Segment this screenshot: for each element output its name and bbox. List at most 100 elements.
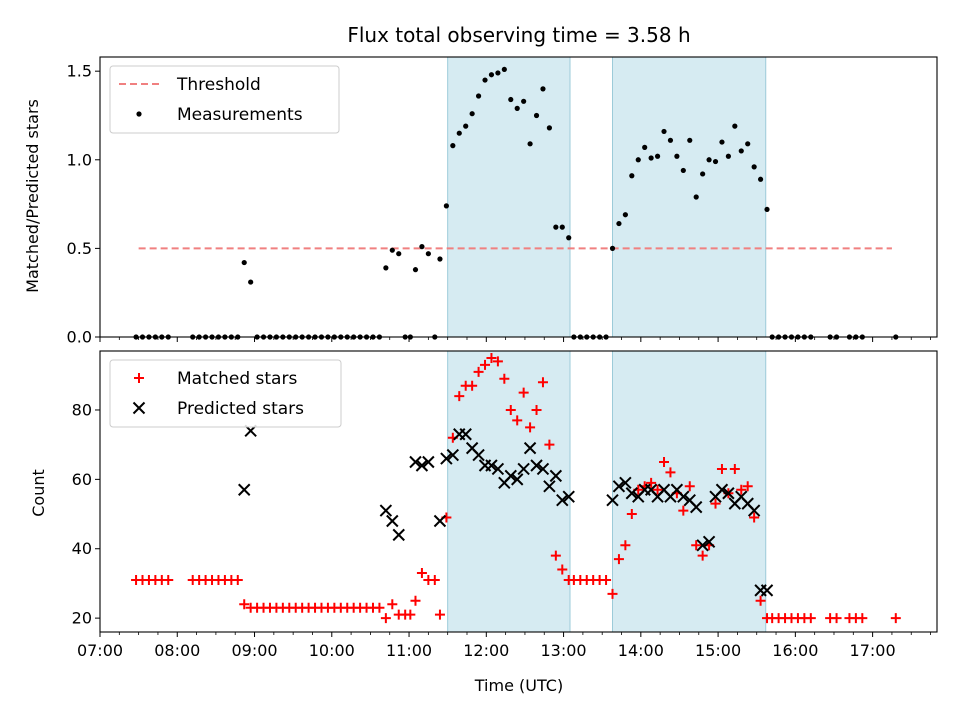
legend-label: Predicted stars (177, 399, 304, 419)
data-point (652, 484, 663, 495)
data-point (607, 588, 618, 599)
x-tick-label: 14:00 (618, 641, 664, 660)
data-point (443, 203, 449, 209)
x-tick-label: 13:00 (541, 641, 587, 660)
data-point (409, 455, 422, 469)
data-point (446, 448, 460, 462)
chart-title: Flux total observing time = 3.58 h (347, 23, 690, 47)
legend: Threshold Measurements (109, 65, 340, 134)
data-point (405, 609, 416, 620)
data-point (665, 467, 676, 478)
data-point (163, 574, 174, 585)
data-point (550, 550, 561, 561)
legend-label: Measurements (177, 105, 303, 125)
data-point (635, 157, 641, 163)
data-point (625, 487, 639, 500)
data-point (387, 599, 398, 610)
top-panel: 0.0 0.5 1.0 1.5 Threshold Measurements (67, 56, 938, 347)
data-point (620, 540, 631, 551)
data-point (488, 72, 495, 78)
data-point (619, 476, 632, 490)
y-tick-label: 1.0 (67, 150, 92, 169)
data-point (729, 463, 740, 474)
data-point (642, 144, 648, 150)
data-point (626, 509, 637, 520)
y-tick-label: 0.5 (67, 239, 92, 258)
data-point (745, 141, 751, 147)
data-point (486, 352, 497, 363)
y-tick-label: 1.5 (67, 62, 92, 81)
data-point (433, 514, 447, 528)
data-point (738, 148, 744, 154)
data-point (518, 387, 529, 398)
data-point (434, 609, 445, 620)
data-point (857, 613, 868, 624)
x-tick-label: 10:00 (309, 641, 355, 660)
data-point (715, 483, 729, 496)
data-point (540, 86, 546, 92)
data-point (712, 158, 719, 165)
legend-marker (132, 401, 146, 415)
data-point (386, 514, 399, 528)
data-point (380, 613, 391, 624)
data-point (475, 93, 482, 99)
data-point (700, 171, 706, 177)
legend-label: Threshold (176, 75, 261, 95)
data-point (456, 130, 462, 136)
data-point (419, 244, 425, 250)
data-point (689, 500, 703, 514)
x-tick-label: 11:00 (386, 641, 432, 660)
data-point (454, 391, 465, 402)
shaded-interval (447, 56, 571, 338)
legend: Matched stars Predicted stars (109, 359, 342, 428)
bottom-panel: 20 40 60 80 07:00 08:00 09:00 10:00 11:00 12:00 13… (72, 350, 938, 660)
data-point (521, 98, 527, 104)
x-axis-label: Time (UTC) (474, 676, 563, 695)
data-point (667, 137, 674, 143)
data-point (646, 477, 657, 488)
data-point (674, 153, 680, 159)
data-point (499, 373, 510, 384)
data-point (232, 574, 243, 585)
x-tick-label: 09:00 (231, 641, 277, 660)
data-point (751, 164, 757, 170)
data-point (415, 459, 429, 472)
data-point (482, 77, 488, 83)
data-point (389, 247, 395, 253)
data-point (659, 457, 670, 468)
legend-marker (136, 111, 142, 117)
data-point (527, 141, 533, 147)
data-point (562, 490, 575, 503)
data-point (546, 125, 553, 131)
data-point (525, 422, 536, 433)
data-point (732, 123, 738, 129)
data-point (504, 469, 517, 483)
data-point (422, 455, 435, 469)
data-point (410, 595, 421, 606)
data-point (684, 481, 695, 492)
data-point (523, 441, 537, 455)
data-point (383, 265, 389, 271)
data-point (505, 404, 516, 415)
data-point (537, 377, 548, 388)
data-point (492, 356, 503, 367)
data-point (710, 498, 721, 509)
data-point (374, 602, 385, 613)
data-point (680, 167, 686, 174)
data-point (437, 256, 443, 262)
data-point (622, 212, 628, 218)
data-point (549, 469, 563, 483)
x-tick-label: 08:00 (154, 641, 200, 660)
data-point (459, 428, 472, 441)
data-point (612, 480, 626, 493)
data-point (514, 105, 520, 111)
data-point (425, 251, 431, 257)
x-tick-label: 16:00 (772, 641, 818, 660)
data-point (742, 481, 753, 492)
data-point (412, 267, 419, 273)
data-point (501, 66, 507, 73)
data-point (533, 112, 540, 119)
data-point (757, 176, 764, 182)
data-point (531, 404, 542, 415)
data-point (491, 462, 505, 476)
